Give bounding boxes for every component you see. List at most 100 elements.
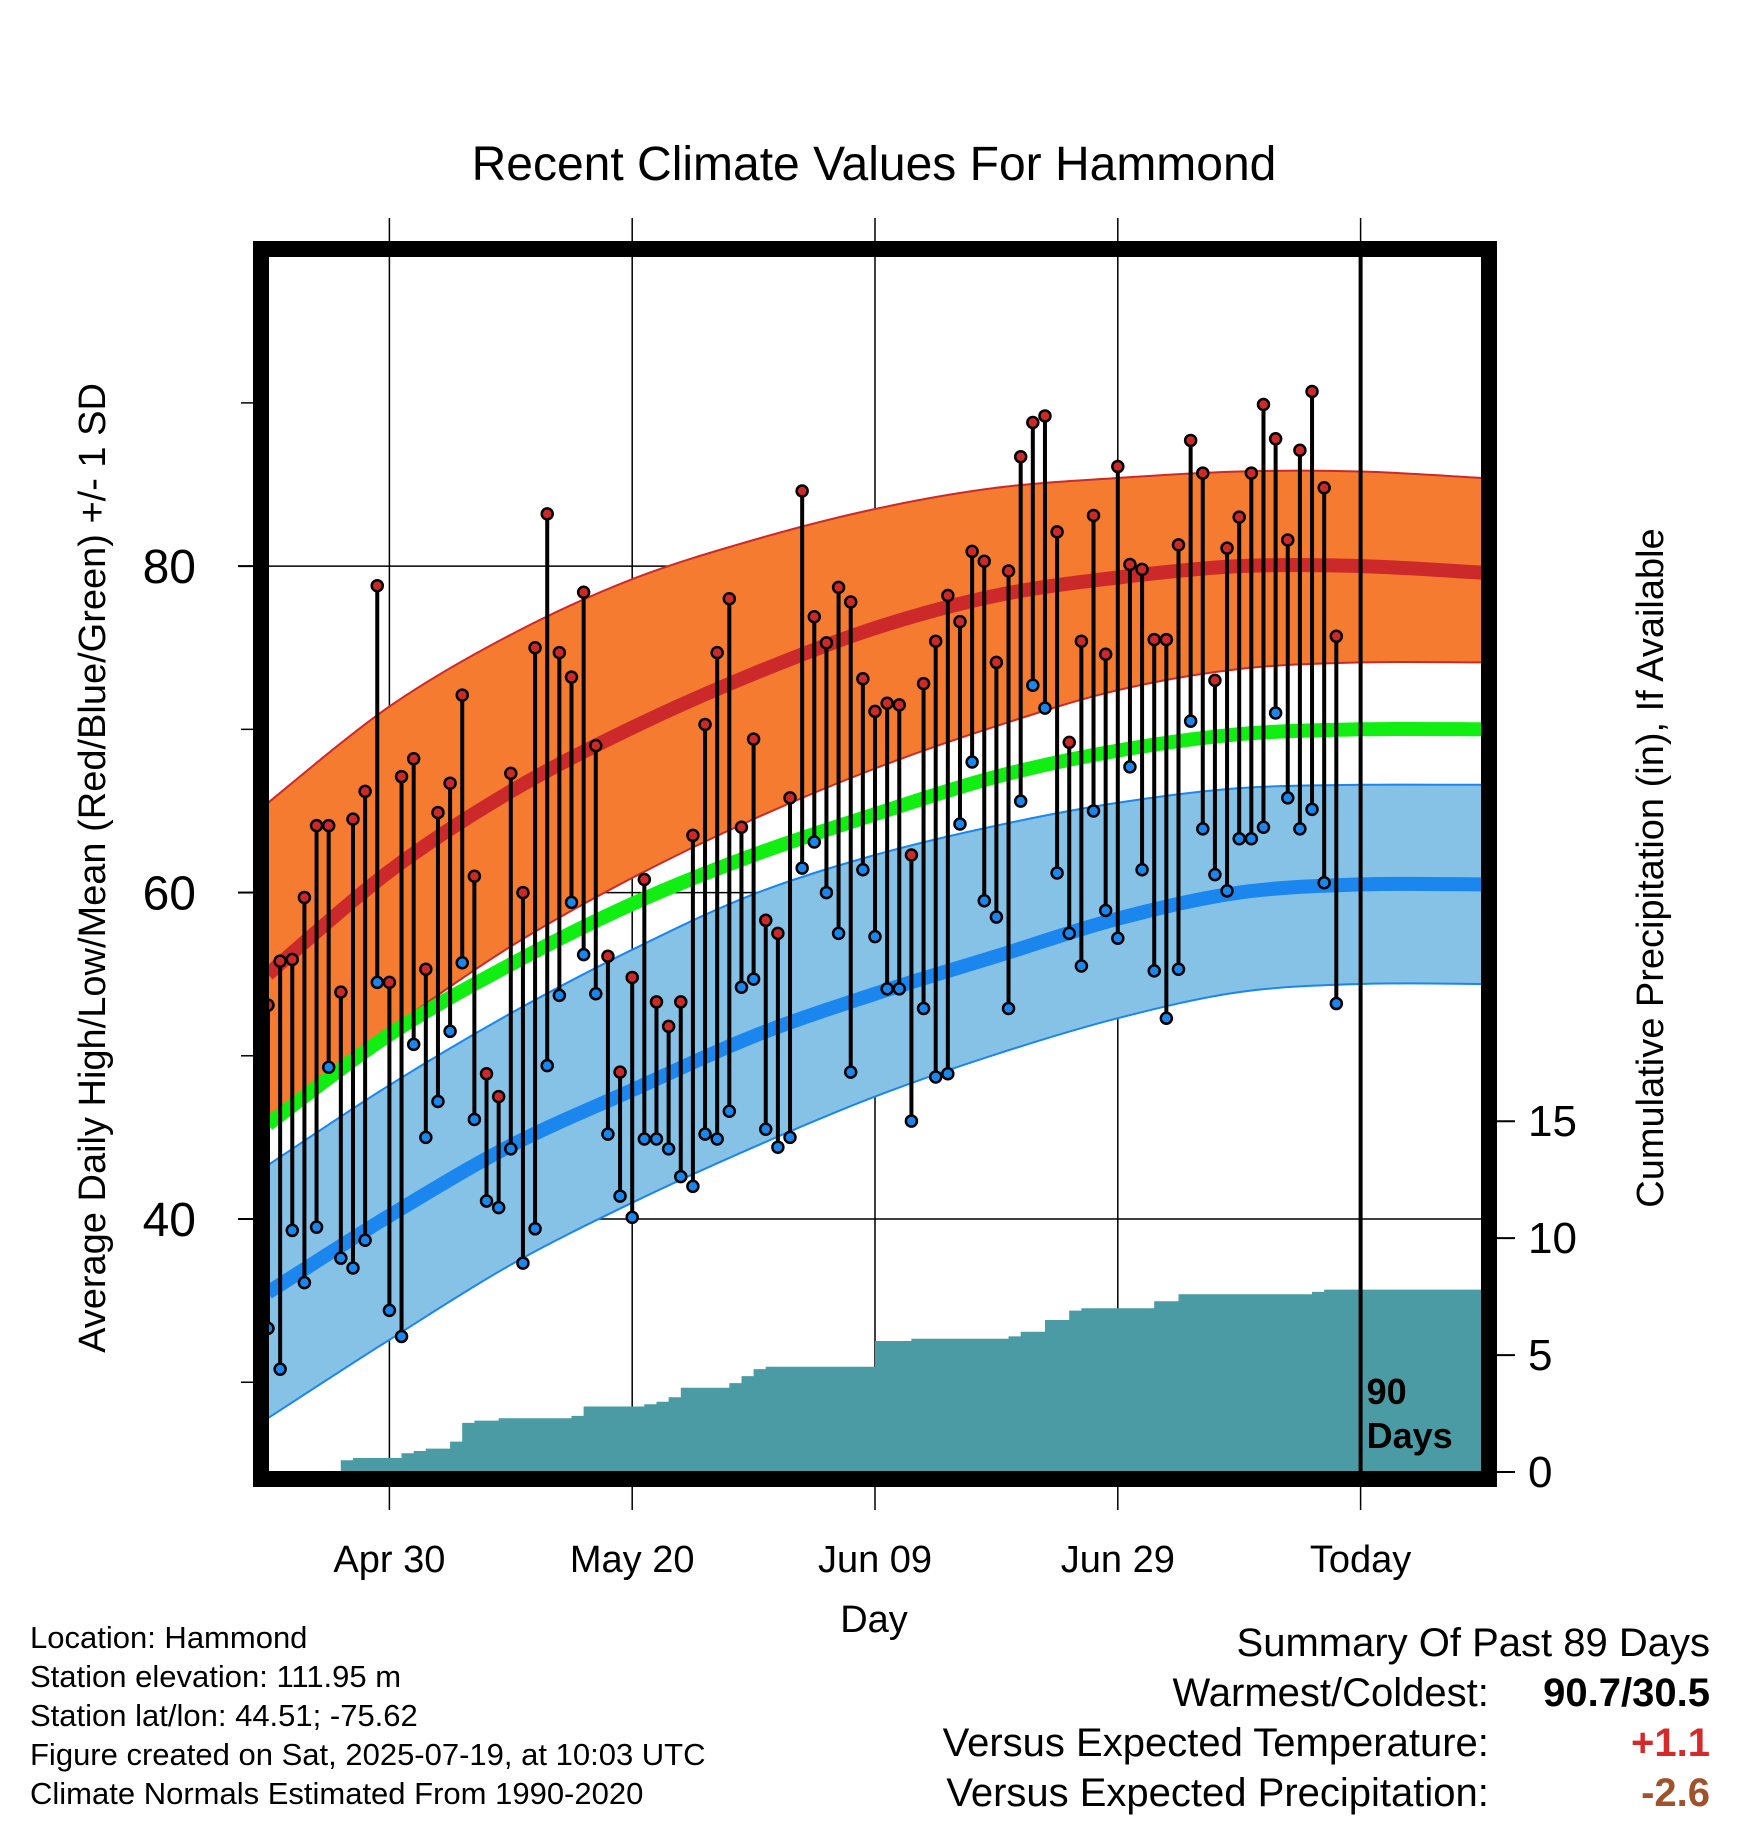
daily-high-point (1244, 466, 1259, 480)
daily-low-point (698, 1127, 712, 1141)
daily-high-point (916, 676, 931, 691)
temp-value: +1.1 (1631, 1721, 1710, 1765)
x-tick-label: May 20 (570, 1539, 695, 1581)
daily-low-point (977, 893, 992, 908)
daily-low-point (1013, 794, 1028, 808)
daily-high-point (783, 791, 797, 805)
y-tick-label: 60 (143, 868, 196, 921)
warmest-value: 90.7/30.5 (1543, 1671, 1710, 1715)
daily-low-point (1196, 822, 1210, 836)
plot-frame (253, 241, 1497, 1487)
daily-high-point (1268, 432, 1283, 446)
daily-high-point (1256, 397, 1271, 412)
daily-high-point (589, 738, 603, 753)
daily-low-point (1086, 804, 1101, 818)
daily-low-point (528, 1222, 542, 1236)
daily-low-point (394, 1329, 409, 1344)
daily-high-point (1317, 481, 1331, 495)
precipitation-area (268, 1289, 1482, 1472)
daily-high-point (928, 634, 943, 648)
daily-high-point (540, 507, 554, 521)
daily-high-point (1232, 510, 1246, 524)
daily-low-point (771, 1140, 785, 1154)
daily-high-point (504, 766, 518, 781)
daily-high-point (856, 671, 870, 686)
daily-low-point (1232, 831, 1246, 846)
daily-high-point (904, 848, 919, 862)
daily-high-point (382, 975, 397, 990)
daily-high-point (394, 769, 409, 784)
precip-label: Versus Expected Precipitation: (946, 1771, 1489, 1815)
daily-high-point (941, 588, 955, 603)
daily-high-point (273, 954, 287, 968)
daily-low-point (504, 1142, 518, 1156)
daily-high-point (1196, 466, 1210, 480)
x-tick-label: Apr 30 (333, 1539, 445, 1581)
daily-low-point (613, 1189, 627, 1203)
latlon-text: Station lat/lon: 44.51; -75.62 (30, 1698, 418, 1733)
daily-low-point (1098, 903, 1113, 918)
daily-low-point (807, 835, 822, 849)
daily-low-point (843, 1065, 858, 1079)
daily-high-point (758, 913, 773, 928)
daily-high-point (674, 995, 688, 1009)
daily-low-point (419, 1130, 433, 1145)
daily-high-point (1135, 562, 1149, 577)
daily-high-point (892, 698, 907, 712)
daily-low-point (1026, 678, 1040, 693)
daily-high-point (1038, 409, 1052, 423)
warmest-label: Warmest/Coldest: (1172, 1671, 1489, 1715)
daily-high-point (370, 578, 385, 593)
daily-low-point (856, 862, 870, 877)
daily-low-point (601, 1127, 615, 1141)
daily-high-point (1293, 443, 1307, 457)
daily-high-point (1111, 459, 1125, 474)
daily-low-point (831, 926, 846, 941)
today-days-label: 90 (1367, 1371, 1407, 1412)
normals-text: Climate Normals Estimated From 1990-2020 (30, 1776, 644, 1811)
daily-low-point (273, 1362, 287, 1376)
daily-low-point (540, 1058, 554, 1073)
daily-high-point (1062, 735, 1076, 750)
daily-high-point (1220, 541, 1234, 555)
y2-tick-label: 10 (1528, 1214, 1577, 1263)
daily-high-point (321, 818, 336, 833)
x-tick-label: Today (1310, 1539, 1411, 1581)
daily-low-point (1135, 862, 1149, 877)
daily-high-point (1123, 557, 1137, 572)
created-text: Figure created on Sat, 2025-07-19, at 10… (30, 1737, 706, 1772)
daily-low-point (346, 1261, 360, 1275)
x-tick-label: Jun 29 (1061, 1539, 1175, 1581)
daily-high-point (297, 890, 312, 905)
daily-high-point (309, 818, 324, 833)
daily-low-point (928, 1070, 943, 1084)
daily-high-point (661, 1019, 676, 1034)
daily-high-point (1305, 384, 1319, 399)
daily-high-point (576, 585, 591, 599)
daily-low-point (795, 861, 809, 875)
daily-high-point (710, 645, 724, 660)
daily-low-point (576, 947, 591, 962)
daily-low-point (783, 1130, 797, 1145)
daily-low-point (989, 910, 1004, 924)
daily-high-point (843, 595, 858, 609)
daily-low-point (1038, 701, 1052, 715)
daily-low-point (953, 817, 967, 831)
y2-tick-label: 5 (1528, 1331, 1552, 1380)
daily-low-point (1050, 866, 1064, 880)
daily-high-point (491, 1089, 506, 1104)
y-tick-label: 40 (143, 1194, 196, 1247)
daily-high-point (1098, 647, 1113, 662)
y2-axis-label: Cumulative Precipitation (in), If Availa… (1630, 528, 1672, 1207)
daily-low-point (309, 1220, 324, 1234)
daily-low-point (334, 1251, 348, 1265)
daily-high-point (989, 655, 1004, 670)
daily-low-point (1111, 931, 1125, 946)
daily-low-point (467, 1112, 482, 1127)
daily-low-point (880, 982, 894, 996)
daily-low-point (370, 975, 385, 990)
daily-low-point (661, 1142, 676, 1156)
daily-low-point (552, 988, 567, 1003)
daily-high-point (625, 970, 639, 985)
